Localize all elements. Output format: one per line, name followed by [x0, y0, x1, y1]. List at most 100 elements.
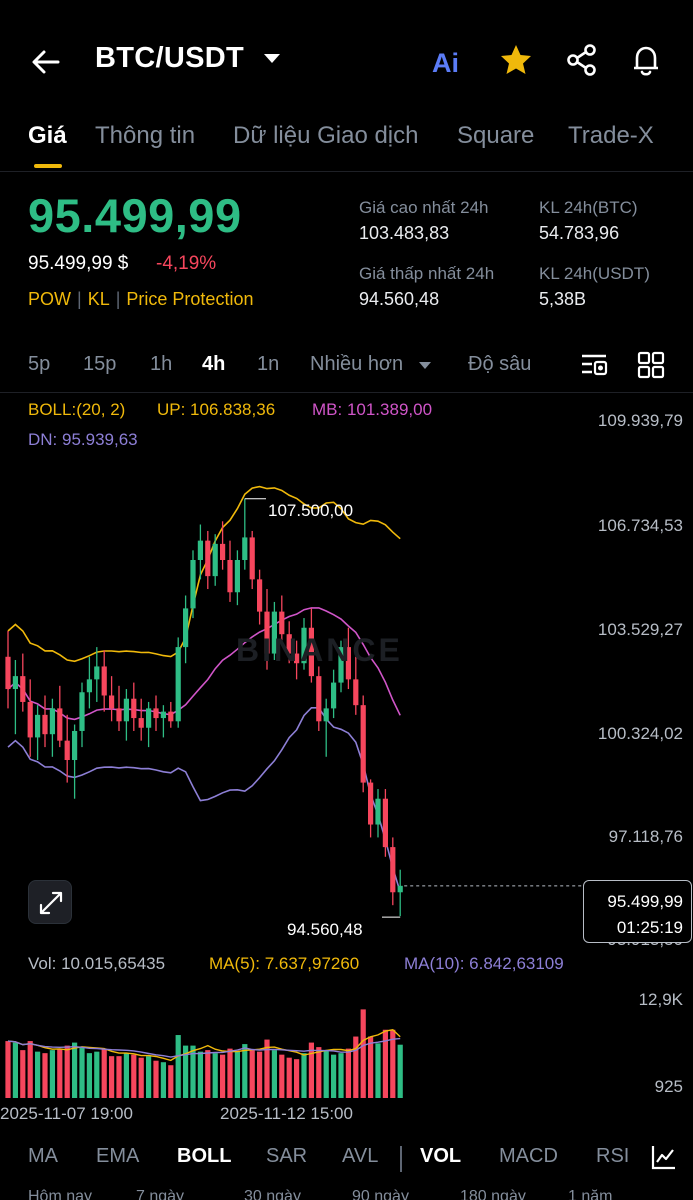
tab-trade-x[interactable]: Trade-X [568, 122, 654, 149]
volume-bar [168, 1065, 174, 1098]
tag-price-protection[interactable]: Price Protection [126, 289, 254, 309]
indicator-sar[interactable]: SAR [266, 1145, 308, 1167]
candle-body [94, 666, 100, 680]
tab-price[interactable]: Giá [28, 122, 67, 149]
candle-body [294, 653, 300, 664]
timeframe-4h[interactable]: 4h [202, 353, 226, 375]
candle-body [264, 611, 270, 654]
indicator-avl[interactable]: AVL [342, 1145, 379, 1167]
volume-bar [79, 1047, 85, 1098]
boll-upper-line [7, 485, 401, 663]
indicator-vol[interactable]: VOL [420, 1145, 462, 1167]
tab-square[interactable]: Square [457, 122, 535, 149]
volume-bar [271, 1050, 277, 1098]
indicator-macd[interactable]: MACD [499, 1145, 558, 1167]
candle-body [382, 798, 388, 848]
indicator-ma[interactable]: MA [28, 1145, 58, 1167]
candle-body [131, 698, 137, 719]
period-90d[interactable]: 90 ngày [352, 1188, 409, 1200]
fullscreen-button[interactable] [28, 880, 72, 924]
watermark-logo: BINANCE [236, 632, 403, 668]
current-price-box: 95.499,99 01:25:19 [583, 880, 692, 943]
price-axis-label: 97.118,76 [608, 827, 683, 846]
volume-bar [205, 1050, 211, 1098]
volume-bar [20, 1050, 26, 1098]
pair-title[interactable]: BTC/USDT [95, 42, 244, 74]
candle-body [57, 708, 63, 741]
volume-bar [12, 1042, 18, 1098]
caret-down-icon[interactable] [262, 52, 282, 66]
volume-ma5: MA(5): 7.637,97260 [209, 954, 360, 973]
candle-countdown: 01:25:19 [616, 918, 683, 937]
timeframe-15m[interactable]: 15p [83, 353, 117, 375]
candle-body [86, 679, 92, 693]
divider [0, 171, 693, 172]
period-180d[interactable]: 180 ngày [460, 1188, 526, 1200]
timeframe-5m[interactable]: 5p [28, 353, 51, 375]
more-caret-icon[interactable] [418, 361, 432, 371]
candle-body [271, 611, 277, 654]
ai-icon[interactable]: Ai [432, 42, 468, 78]
indicator-settings-icon[interactable] [579, 350, 609, 380]
time-axis-label: 2025-11-07 19:00 [0, 1104, 133, 1123]
time-axis-label: 2025-11-12 15:00 [220, 1104, 353, 1123]
top-header: BTC/USDT Ai [0, 0, 693, 120]
indicator-boll[interactable]: BOLL [177, 1145, 232, 1167]
period-today[interactable]: Hôm nay [28, 1188, 93, 1200]
volume-bar [338, 1053, 344, 1098]
volume-bar [153, 1060, 159, 1098]
vol-btc-value: 54.783,96 [539, 223, 620, 243]
volume-bar [397, 1044, 403, 1098]
volume-bar [308, 1042, 314, 1098]
volume-bar [72, 1042, 78, 1098]
candle-body [197, 540, 203, 560]
candle-body [72, 730, 78, 761]
timeframe-1d[interactable]: 1n [257, 353, 280, 375]
layout-grid-icon[interactable] [636, 350, 666, 380]
low-24h-value: 94.560,48 [359, 289, 440, 309]
indicator-ema[interactable]: EMA [96, 1145, 140, 1167]
candle-body [109, 695, 115, 709]
candle-body [368, 782, 374, 825]
volume-bar [183, 1045, 189, 1098]
candle-body [279, 611, 285, 635]
depth-tab[interactable]: Độ sâu [468, 353, 532, 375]
period-30d[interactable]: 30 ngày [244, 1188, 301, 1200]
current-price: 95.499,99 [607, 892, 683, 911]
candle-body [146, 708, 152, 728]
star-icon[interactable] [498, 42, 534, 78]
volume-bar [264, 1039, 270, 1098]
tag-kl[interactable]: KL [87, 289, 110, 309]
candle-body [183, 608, 189, 648]
tab-info[interactable]: Thông tin [95, 122, 196, 149]
tab-trading-data[interactable]: Dữ liệu Giao dịch [233, 122, 419, 149]
candle-body [227, 559, 233, 593]
timeframe-1h[interactable]: 1h [150, 353, 173, 375]
volume-axis-label: 12,9K [638, 990, 683, 1009]
volume-bar [190, 1045, 196, 1098]
candle-body [27, 701, 33, 738]
timeframe-more[interactable]: Nhiều hơn [310, 353, 404, 375]
back-arrow-icon[interactable] [28, 44, 64, 80]
candle-body [5, 656, 11, 690]
period-1y[interactable]: 1 năm [568, 1188, 613, 1200]
last-price: 95.499,99 [28, 189, 242, 242]
candle-body [116, 708, 122, 722]
candle-body [390, 847, 396, 893]
volume-bar [220, 1054, 226, 1098]
period-7d[interactable]: 7 ngày [136, 1188, 185, 1200]
indicator-rsi[interactable]: RSI [596, 1145, 630, 1167]
candle-body [234, 559, 240, 593]
bell-icon[interactable] [628, 42, 664, 78]
volume-ma5-line [7, 1029, 401, 1062]
candle-body [375, 798, 381, 825]
price-chart[interactable] [0, 393, 693, 1135]
volume-bar [249, 1050, 255, 1098]
share-icon[interactable] [564, 42, 600, 78]
candle-body [323, 708, 329, 722]
chart-settings-icon[interactable] [650, 1143, 678, 1171]
low-marker-label: 94.560,48 [287, 920, 363, 939]
tag-pow[interactable]: POW [28, 289, 71, 309]
candle-body [49, 708, 55, 735]
candle-body [175, 647, 181, 722]
